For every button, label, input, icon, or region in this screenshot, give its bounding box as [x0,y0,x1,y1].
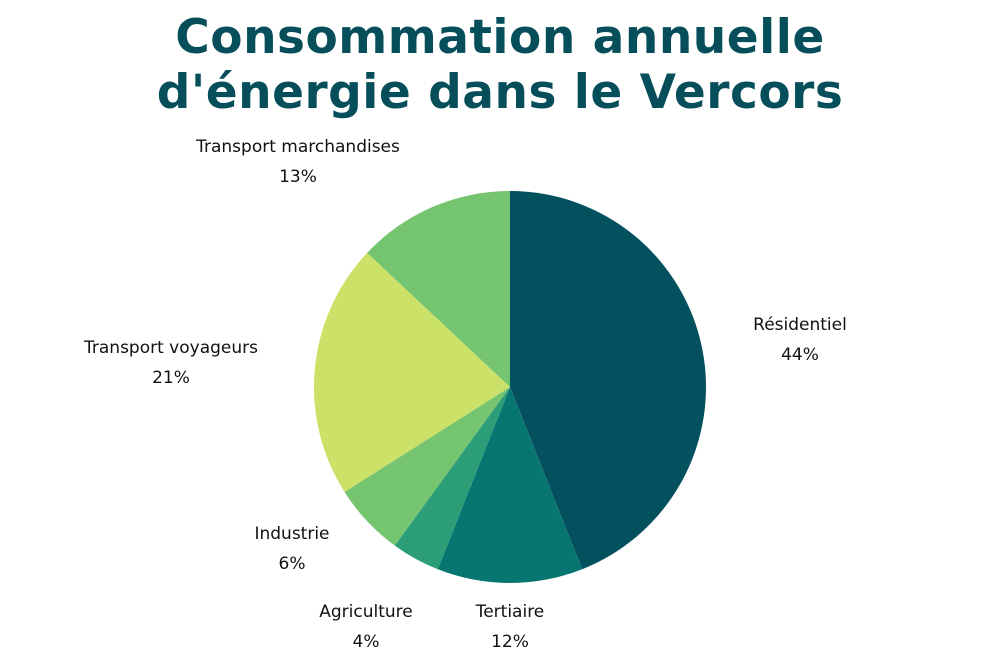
chart-title-line-1: Consommation annuelle [175,10,825,65]
chart-title-line-2: d'énergie dans le Vercors [156,65,844,120]
label-agriculture: Agriculture 4% [319,602,413,652]
pie-slice-agriculture [394,387,510,570]
pie-slice-industrie [344,387,510,546]
label-residentiel: Résidentiel 44% [753,315,847,365]
label-transport-marchandises: Transport marchandises 13% [196,137,400,187]
label-tertiaire: Tertiaire 12% [475,602,545,652]
pie-slice-transport-voyageurs [313,252,510,493]
label-transport-voyageurs: Transport voyageurs 21% [84,338,258,388]
pie-slice-transport-marchandises [367,191,510,387]
pie-slice-tertiaire [437,387,583,584]
label-industrie: Industrie 6% [254,524,330,574]
chart-title: Consommation annuelle d'énergie dans le … [0,10,1000,120]
pie-slice-r-sidentiel [510,190,706,570]
